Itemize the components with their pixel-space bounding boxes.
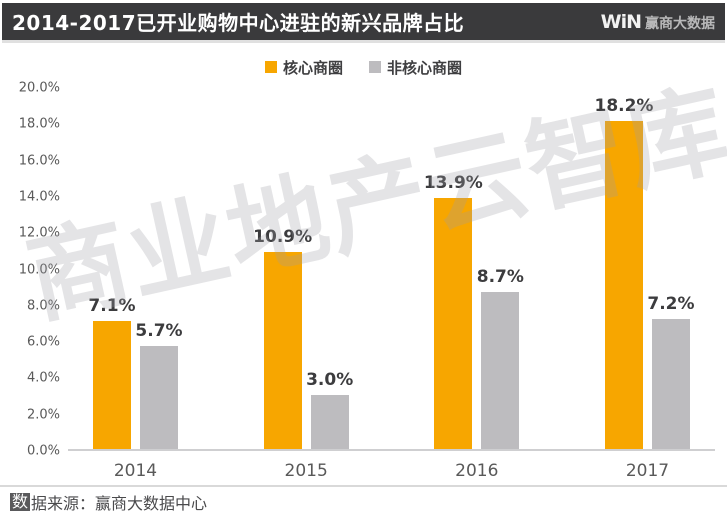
legend-item: 非核心商圈 (369, 57, 462, 78)
y-tick-label: 6.0% (26, 334, 60, 350)
bar-column: 3.0% (306, 88, 353, 449)
legend-label: 非核心商圈 (387, 58, 463, 77)
bar-column: 7.1% (88, 88, 136, 449)
bar-group: 13.9% 8.7% (424, 88, 524, 449)
chart-legend: 核心商圈 非核心商圈 (0, 55, 727, 79)
y-tick-label: 4.0% (26, 370, 60, 386)
y-tick-label: 20.0% (18, 80, 60, 96)
bar-非核心商圈 (310, 394, 349, 449)
y-tick-label: 18.0% (18, 116, 60, 132)
data-source-text: 据来源：赢商大数据中心 (31, 494, 208, 513)
bar-group: 18.2% 7.2% (594, 88, 695, 449)
bar-value-label: 7.1% (88, 295, 136, 316)
bar-value-label: 18.2% (594, 95, 654, 116)
bar-非核心商圈 (140, 346, 178, 449)
bar-group: 10.9% 3.0% (253, 88, 353, 449)
footer-highlight-char: 数 (10, 492, 31, 512)
y-axis: 20.0% 18.0% 16.0% 14.0% 12.0% 10.0% 8.0% 6.0% 4.… (10, 81, 68, 459)
bar-column: 7.2% (647, 88, 695, 449)
plot-wrapper: 7.1% 5.7% 10.9% 3.0% 13.9% 8.7% 18.2% 7.2% 2014… (68, 88, 715, 481)
y-tick-label: 2.0% (26, 407, 60, 423)
plot-area: 7.1% 5.7% 10.9% 3.0% 13.9% 8.7% 18.2% 7.2% (68, 88, 715, 451)
legend-color-swatch (264, 61, 277, 73)
bar-非核心商圈 (651, 319, 690, 449)
header-bar: 2014-2017已开业购物中心进驻的新兴品牌占比 WiN 赢商大数据 (2, 3, 725, 40)
footer: 数据来源：赢商大数据中心 (0, 485, 727, 517)
bar-value-label: 8.7% (476, 266, 524, 287)
y-tick-label: 10.0% (18, 262, 60, 277)
win-logo-text: 赢商大数据 (645, 15, 715, 32)
bar-value-label: 5.7% (135, 321, 183, 342)
bar-非核心商圈 (481, 291, 520, 449)
x-axis: 2014 2015 2016 2017 (68, 461, 715, 481)
y-tick-label: 16.0% (18, 153, 60, 169)
bar-chart: 20.0% 18.0% 16.0% 14.0% 12.0% 10.0% 8.0% 6.0% 4.… (10, 81, 715, 481)
legend-label: 核心商圈 (282, 58, 343, 77)
y-tick-label: 8.0% (26, 298, 60, 314)
y-tick-label: 0.0% (26, 443, 60, 459)
bar-核心商圈 (434, 198, 473, 449)
bar-group: 7.1% 5.7% (88, 88, 183, 449)
bar-column: 13.9% (424, 88, 483, 449)
legend-item: 核心商圈 (264, 57, 343, 78)
win-logo-mark: WiN (600, 10, 642, 33)
win-logo: WiN 赢商大数据 (601, 11, 715, 33)
page-title: 2014-2017已开业购物中心进驻的新兴品牌占比 (12, 11, 465, 35)
y-tick-label: 12.0% (18, 225, 60, 241)
bar-核心商圈 (263, 252, 302, 449)
x-axis-label: 2015 (284, 461, 328, 481)
bar-column: 10.9% (253, 88, 312, 449)
x-axis-label: 2016 (455, 461, 499, 481)
legend-color-swatch (369, 61, 381, 73)
bar-value-label: 13.9% (423, 173, 483, 194)
x-axis-label: 2017 (625, 461, 670, 481)
bar-核心商圈 (604, 120, 643, 449)
bar-value-label: 10.9% (253, 227, 313, 248)
bar-column: 5.7% (135, 88, 183, 449)
x-axis-label: 2014 (113, 461, 158, 481)
bar-column: 18.2% (594, 88, 653, 449)
bar-column: 8.7% (477, 88, 524, 449)
bar-核心商圈 (93, 320, 131, 449)
bar-value-label: 7.2% (647, 294, 695, 315)
y-tick-label: 14.0% (18, 189, 60, 205)
bar-value-label: 3.0% (306, 369, 354, 390)
